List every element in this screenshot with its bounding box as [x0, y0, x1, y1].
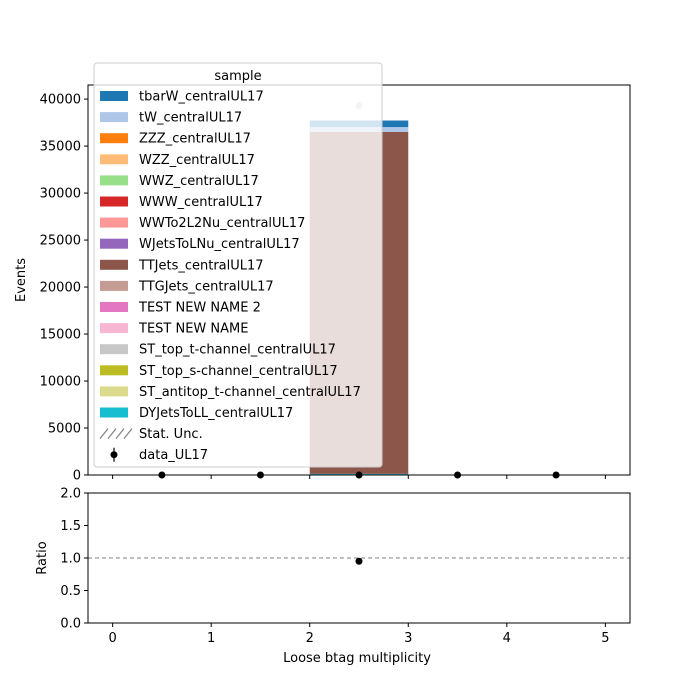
y-tick-label: 20000: [40, 281, 81, 296]
ratio-x-ticks: 0 1 2 3 4 5: [108, 623, 610, 646]
legend-entry: tW_centralUL17: [100, 111, 242, 126]
x-tick-label: 2: [306, 631, 314, 646]
x-tick-label: 5: [601, 631, 609, 646]
legend-entry: WWW_centralUL17: [100, 195, 263, 210]
legend-entry: tbarW_centralUL17: [100, 90, 264, 105]
legend-label: ZZZ_centralUL17: [139, 132, 251, 147]
legend-box: [93, 62, 383, 468]
legend-label: WWZ_centralUL17: [139, 174, 259, 189]
ratio-points: [355, 557, 363, 565]
legend-entry: WWTo2L2Nu_centralUL17: [100, 216, 305, 231]
legend-swatch: [100, 280, 128, 291]
y-tick-label: 15000: [40, 328, 81, 343]
x-tick-label: 1: [207, 631, 215, 646]
legend-swatch: [100, 91, 128, 101]
legend-label: tW_centralUL17: [139, 111, 242, 126]
ratio-y-tick-label: 1.5: [60, 519, 81, 534]
x-axis-label: Loose btag multiplicity: [283, 651, 431, 666]
legend: sample tbarW_centralUL17 tW_centralUL17 ZZ…: [93, 62, 383, 468]
legend-label: TTJets_centralUL17: [138, 258, 264, 273]
ratio-y-tick-label: 2.0: [60, 487, 81, 502]
legend-entry: TTGJets_centralUL17: [100, 279, 274, 294]
legend-entry: ST_top_s-channel_centralUL17: [100, 364, 338, 379]
legend-entry: WJetsToLNu_centralUL17: [100, 237, 300, 252]
legend-label: data_UL17: [139, 448, 208, 463]
legend-swatch: [100, 217, 128, 228]
legend-entry: TEST NEW NAME: [100, 322, 248, 337]
legend-entries: tbarW_centralUL17 tW_centralUL17 ZZZ_centr…: [99, 90, 361, 463]
main-x-ticks: [112, 475, 606, 479]
legend-swatch: [100, 196, 128, 207]
legend-title: sample: [214, 69, 261, 84]
legend-label: WZZ_centralUL17: [139, 153, 255, 168]
x-tick-label: 0: [108, 631, 116, 646]
legend-entry: TEST NEW NAME 2: [100, 301, 261, 316]
x-tick-label: 3: [404, 631, 412, 646]
legend-entry: data_UL17: [110, 447, 208, 463]
x-tick-label: 4: [503, 631, 511, 646]
legend-label: ST_antitop_t-channel_centralUL17: [139, 385, 361, 400]
legend-label: WWW_centralUL17: [139, 195, 263, 210]
legend-swatch: [100, 238, 128, 249]
legend-hatch-line: [115, 428, 125, 439]
y-tick-label: 35000: [40, 140, 81, 155]
ratio-y-axis-label: Ratio: [35, 541, 50, 574]
legend-label: TEST NEW NAME: [138, 322, 248, 337]
ratio-panel: 0.0 0.5 1.0 1.5 2.0 0 1 2 3 4 5 Ratio Loose btag …: [35, 487, 631, 666]
y-tick-label: 0: [73, 469, 81, 484]
legend-label: WJetsToLNu_centralUL17: [139, 237, 300, 252]
ratio-point-0: [355, 557, 363, 565]
ratio-y-tick-label: 0.5: [60, 584, 81, 599]
legend-swatch: [100, 365, 128, 376]
legend-hatch-line: [123, 428, 133, 439]
legend-swatch: [100, 133, 128, 144]
legend-entry: WWZ_centralUL17: [100, 174, 259, 189]
legend-swatch: [100, 175, 128, 186]
legend-swatch: [100, 154, 128, 165]
legend-label: DYJetsToLL_centralUL17: [139, 406, 293, 421]
legend-swatch: [100, 407, 128, 418]
ratio-y-ticks: 0.0 0.5 1.0 1.5 2.0: [60, 487, 88, 632]
legend-swatch: [100, 344, 128, 355]
legend-hatch-line: [99, 428, 109, 439]
y-tick-label: 30000: [40, 187, 81, 202]
legend-label: TEST NEW NAME 2: [138, 301, 261, 316]
legend-swatch: [100, 386, 128, 397]
ratio-y-tick-label: 0.0: [60, 617, 81, 632]
legend-label: tbarW_centralUL17: [139, 90, 264, 105]
main-y-axis-label: Events: [14, 258, 29, 302]
legend-label: TTGJets_centralUL17: [138, 279, 274, 294]
legend-swatch: [100, 323, 128, 334]
legend-label: WWTo2L2Nu_centralUL17: [139, 216, 305, 231]
legend-hatch-line: [107, 428, 117, 439]
legend-entry: WZZ_centralUL17: [100, 153, 255, 168]
legend-swatch: [100, 259, 128, 270]
main-y-ticks: 0 5000 10000 15000 20000 25000 30000 35000 40000: [40, 93, 88, 484]
ratio-y-tick-label: 1.0: [60, 552, 81, 567]
y-tick-label: 40000: [40, 93, 81, 108]
legend-marker: [110, 451, 118, 459]
legend-swatch: [100, 302, 128, 312]
legend-entry: ST_top_t-channel_centralUL17: [100, 343, 336, 358]
legend-entry: ZZZ_centralUL17: [100, 132, 251, 147]
legend-label: Stat. Unc.: [139, 427, 203, 442]
y-tick-label: 25000: [40, 234, 81, 249]
legend-swatch: [100, 112, 128, 123]
legend-entry: ST_antitop_t-channel_centralUL17: [100, 385, 361, 400]
y-tick-label: 10000: [40, 375, 81, 390]
legend-entry: DYJetsToLL_centralUL17: [100, 406, 293, 421]
y-tick-label: 5000: [48, 422, 81, 437]
legend-label: ST_top_t-channel_centralUL17: [139, 343, 336, 358]
legend-label: ST_top_s-channel_centralUL17: [139, 364, 338, 379]
legend-entry: Stat. Unc.: [99, 427, 203, 442]
legend-entry: TTJets_centralUL17: [100, 258, 264, 273]
